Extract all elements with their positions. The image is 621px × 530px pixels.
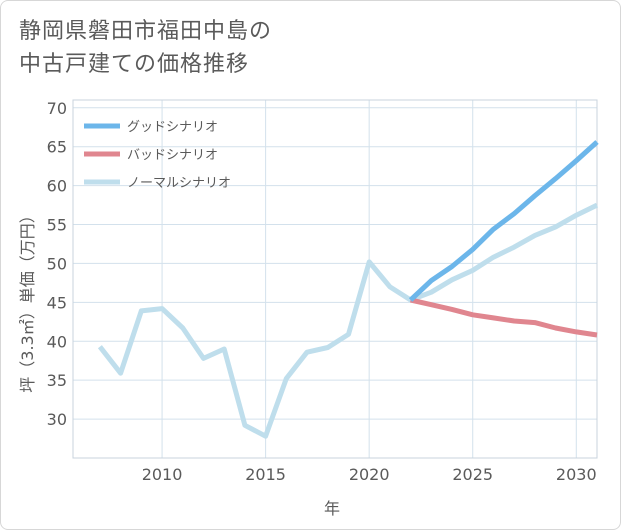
chart-title-line-1: 静岡県磐田市福田中島の <box>19 19 273 44</box>
tick-labels: 30 35 40 45 50 55 60 65 70 2010 2015 2020 2025 2030 <box>47 99 597 484</box>
series-lines <box>97 140 599 439</box>
y-tick-label-65: 65 <box>47 138 67 157</box>
chart-title-line-2: 中古戸建ての価格推移 <box>19 52 250 77</box>
legend-label-2: バッドシナリオ <box>127 148 218 163</box>
plot-frame <box>72 99 598 459</box>
series-line-2 <box>410 297 598 338</box>
x-axis-label: 年 <box>324 499 340 518</box>
series-line-3 <box>97 202 599 439</box>
y-tick-label-40: 40 <box>47 332 67 351</box>
y-tick-label-70: 70 <box>47 99 67 118</box>
y-tick-label-30: 30 <box>47 410 67 429</box>
chart-title: 静岡県磐田市福田中島の 中古戸建ての価格推移 <box>19 15 439 81</box>
axes <box>72 99 598 459</box>
legend-label-3: ノーマルシナリオ <box>127 176 231 191</box>
x-tick-label-2020: 2020 <box>349 465 390 484</box>
x-tick-label-2010: 2010 <box>142 465 183 484</box>
y-tick-label-55: 55 <box>47 216 67 235</box>
y-tick-label-45: 45 <box>47 293 67 312</box>
x-tick-label-2030: 2030 <box>556 465 597 484</box>
x-tick-label-2015: 2015 <box>245 465 286 484</box>
x-tick-label-2025: 2025 <box>452 465 493 484</box>
y-tick-label-60: 60 <box>47 177 67 196</box>
y-axis-label: 坪（3.3㎡）単価（万円） <box>18 207 37 392</box>
legend-label-1: グッドシナリオ <box>127 120 218 135</box>
y-tick-label-35: 35 <box>47 371 67 390</box>
series-line-1 <box>408 140 599 302</box>
y-tick-label-50: 50 <box>47 254 67 273</box>
